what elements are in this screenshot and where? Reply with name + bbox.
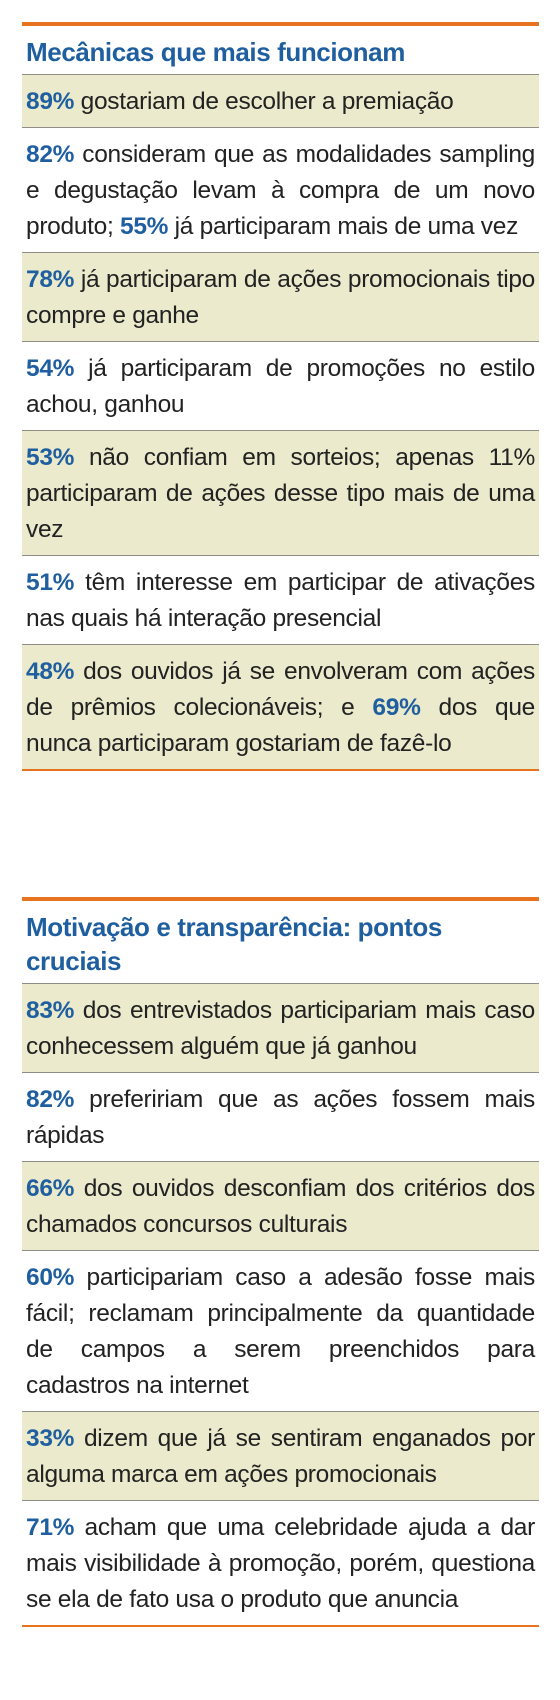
stat-text: participariam caso a adesão fosse mais f… <box>26 1264 535 1399</box>
stat-text: dos ouvidos desconfiam dos crité­rios do… <box>26 1175 535 1238</box>
section-mecanicas: Mecânicas que mais funcionam 89% gostari… <box>22 22 539 771</box>
stat-text: dos que nunca participaram gostariam de … <box>26 694 535 757</box>
stat-item: 33% dizem que já se sentiram enga­nados … <box>22 1411 539 1500</box>
stat-item: 60% participariam caso a adesão fosse ma… <box>22 1250 539 1411</box>
stat-item: 53% não confiam em sorteios; apenas 11% … <box>22 430 539 555</box>
stat-percentage: 33% <box>26 1425 75 1452</box>
stat-text: não confiam em sorteios; apenas 11% part… <box>26 444 535 543</box>
stat-text: acham que uma celebridade ajuda a dar ma… <box>26 1514 535 1613</box>
stat-percentage: 82% <box>26 1086 75 1113</box>
stat-item: 82% prefeririam que as ações fossem mais… <box>22 1072 539 1161</box>
stat-text: consideram que as modalidades sampling e… <box>26 141 535 240</box>
stat-text: dos ouvidos já se envolveram com ações d… <box>26 658 535 721</box>
stat-item: 66% dos ouvidos desconfiam dos crité­rio… <box>22 1161 539 1250</box>
stat-percentage: 55% <box>120 213 169 240</box>
stat-item: 89% gostariam de escolher a premiação <box>22 74 539 127</box>
stat-text: já participaram de promoções no estilo a… <box>26 355 535 418</box>
stat-item: 78% já participaram de ações promocio­na… <box>22 252 539 341</box>
stat-percentage: 48% <box>26 658 75 685</box>
section-items: 89% gostariam de escolher a premiação 82%… <box>22 74 539 771</box>
stat-text: dizem que já se sentiram enga­nados por … <box>26 1425 535 1488</box>
stat-text: já participa­ram mais de uma vez <box>168 213 519 240</box>
section-title: Motivação e transparência: pontos crucia… <box>26 912 442 976</box>
stat-percentage: 54% <box>26 355 75 382</box>
stat-text: têm interesse em participar de ati­vaçõe… <box>26 569 535 632</box>
stat-item: 54% já participaram de promoções no esti… <box>22 341 539 430</box>
stat-percentage: 71% <box>26 1514 75 1541</box>
stat-item: 48% dos ouvidos já se envolveram com açõ… <box>22 644 539 771</box>
stat-percentage: 60% <box>26 1264 75 1291</box>
stat-item: 83% dos entrevistados participariam mais… <box>22 983 539 1072</box>
stat-percentage: 53% <box>26 444 75 471</box>
stat-percentage: 69% <box>372 694 421 721</box>
stat-percentage: 89% <box>26 88 75 115</box>
stat-percentage: 51% <box>26 569 75 596</box>
stat-text: prefeririam que as ações fossem mais ráp… <box>26 1086 535 1149</box>
section-top-rule <box>22 22 539 26</box>
stat-percentage: 82% <box>26 141 75 168</box>
stat-text: já participaram de ações promocio­nais t… <box>26 266 535 329</box>
section-items: 83% dos entrevistados participariam mais… <box>22 983 539 1627</box>
stat-text: dos entrevistados participariam mais cas… <box>26 997 535 1060</box>
section-top-rule <box>22 897 539 901</box>
stat-percentage: 78% <box>26 266 75 293</box>
section-motivacao: Motivação e transparência: pontos crucia… <box>22 897 539 1627</box>
stat-text: gostariam de escolher a premiação <box>74 88 454 115</box>
stat-item: 82% consideram que as modalidades sampli… <box>22 127 539 252</box>
stat-percentage: 66% <box>26 1175 75 1202</box>
stat-item: 51% têm interesse em participar de ati­v… <box>22 555 539 644</box>
section-title: Mecânicas que mais funcionam <box>26 37 405 67</box>
stat-item: 71% acham que uma celebridade ajuda a da… <box>22 1500 539 1627</box>
stat-percentage: 83% <box>26 997 75 1024</box>
